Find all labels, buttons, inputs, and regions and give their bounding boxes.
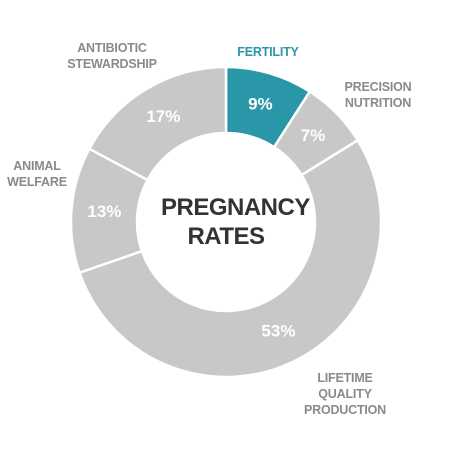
donut-segment (87, 65, 228, 182)
donut-segment (77, 138, 383, 379)
value-label: 7% (301, 126, 326, 145)
category-label: PRECISION NUTRITION (344, 80, 412, 110)
category-label: LIFETIME QUALITY PRODUCTION (303, 371, 387, 417)
center-label: PREGNANCY RATES (161, 194, 310, 250)
category-label: ANIMAL WELFARE (7, 159, 67, 189)
value-label: 17% (146, 107, 180, 126)
value-label: 13% (87, 202, 121, 221)
value-label: 53% (261, 322, 295, 341)
value-label: 9% (248, 94, 273, 113)
category-label: FERTILITY (237, 45, 299, 59)
category-label: ANTIBIOTIC STEWARDSHIP (67, 41, 157, 71)
